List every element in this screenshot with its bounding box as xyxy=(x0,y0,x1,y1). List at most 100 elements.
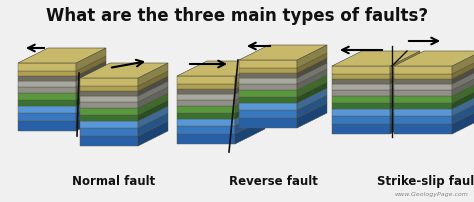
Polygon shape xyxy=(332,66,390,74)
Polygon shape xyxy=(332,51,420,66)
Polygon shape xyxy=(394,96,452,103)
Polygon shape xyxy=(390,64,420,84)
Polygon shape xyxy=(177,76,235,84)
Text: What are the three main types of faults?: What are the three main types of faults? xyxy=(46,7,428,25)
Polygon shape xyxy=(235,98,265,119)
Polygon shape xyxy=(76,106,106,131)
Polygon shape xyxy=(138,93,168,115)
Polygon shape xyxy=(18,106,76,113)
Polygon shape xyxy=(452,109,474,134)
Polygon shape xyxy=(390,81,420,103)
Polygon shape xyxy=(239,84,297,90)
Polygon shape xyxy=(332,103,390,109)
Polygon shape xyxy=(390,101,420,124)
Polygon shape xyxy=(332,96,390,103)
Polygon shape xyxy=(138,76,168,96)
Polygon shape xyxy=(332,79,390,84)
Polygon shape xyxy=(80,102,138,108)
Polygon shape xyxy=(297,95,327,118)
Polygon shape xyxy=(394,74,452,79)
Polygon shape xyxy=(138,113,168,136)
Polygon shape xyxy=(394,66,452,74)
Polygon shape xyxy=(138,106,168,128)
Polygon shape xyxy=(297,58,327,78)
Polygon shape xyxy=(18,76,76,81)
Polygon shape xyxy=(394,124,452,134)
Polygon shape xyxy=(177,119,235,126)
Polygon shape xyxy=(80,108,138,115)
Polygon shape xyxy=(332,84,390,90)
Polygon shape xyxy=(239,103,297,110)
Polygon shape xyxy=(452,64,474,84)
Polygon shape xyxy=(390,94,420,116)
Polygon shape xyxy=(80,96,138,102)
Polygon shape xyxy=(452,75,474,96)
Polygon shape xyxy=(390,75,420,96)
Polygon shape xyxy=(235,79,265,100)
Polygon shape xyxy=(297,53,327,73)
Polygon shape xyxy=(452,51,474,74)
Polygon shape xyxy=(76,78,106,100)
Polygon shape xyxy=(235,85,265,106)
Text: Normal fault: Normal fault xyxy=(73,175,155,188)
Polygon shape xyxy=(394,84,452,90)
Polygon shape xyxy=(80,136,138,146)
Polygon shape xyxy=(18,81,76,87)
Polygon shape xyxy=(177,84,235,89)
Polygon shape xyxy=(235,104,265,126)
Polygon shape xyxy=(452,94,474,116)
Polygon shape xyxy=(76,61,106,81)
Polygon shape xyxy=(18,48,106,63)
Polygon shape xyxy=(138,121,168,146)
Polygon shape xyxy=(239,78,297,84)
Text: Reverse fault: Reverse fault xyxy=(228,175,318,188)
Polygon shape xyxy=(138,81,168,102)
Polygon shape xyxy=(452,88,474,109)
Polygon shape xyxy=(138,87,168,108)
Polygon shape xyxy=(138,100,168,121)
Polygon shape xyxy=(18,87,76,93)
Polygon shape xyxy=(76,66,106,87)
Polygon shape xyxy=(80,78,138,86)
Polygon shape xyxy=(80,91,138,96)
Polygon shape xyxy=(235,74,265,94)
Polygon shape xyxy=(297,82,327,103)
Polygon shape xyxy=(239,68,297,73)
Polygon shape xyxy=(297,103,327,128)
Polygon shape xyxy=(177,61,265,76)
Polygon shape xyxy=(390,109,420,134)
Polygon shape xyxy=(235,119,265,144)
Polygon shape xyxy=(138,71,168,91)
Polygon shape xyxy=(332,74,390,79)
Polygon shape xyxy=(80,115,138,121)
Polygon shape xyxy=(297,63,327,84)
Polygon shape xyxy=(18,93,76,100)
Polygon shape xyxy=(18,113,76,121)
Polygon shape xyxy=(239,60,297,68)
Polygon shape xyxy=(239,90,297,97)
Polygon shape xyxy=(76,98,106,121)
Polygon shape xyxy=(235,61,265,84)
Text: www.GeologyPage.com: www.GeologyPage.com xyxy=(394,192,468,197)
Polygon shape xyxy=(452,59,474,79)
Polygon shape xyxy=(394,51,474,66)
Polygon shape xyxy=(390,59,420,79)
Polygon shape xyxy=(394,79,452,84)
Polygon shape xyxy=(80,128,138,136)
Polygon shape xyxy=(239,110,297,118)
Polygon shape xyxy=(239,118,297,128)
Polygon shape xyxy=(452,101,474,124)
Polygon shape xyxy=(239,45,327,60)
Polygon shape xyxy=(18,63,76,71)
Polygon shape xyxy=(452,69,474,90)
Polygon shape xyxy=(76,85,106,106)
Text: Strike-slip fault: Strike-slip fault xyxy=(376,175,474,188)
Polygon shape xyxy=(18,100,76,106)
Polygon shape xyxy=(332,90,390,96)
Polygon shape xyxy=(297,88,327,110)
Polygon shape xyxy=(332,124,390,134)
Polygon shape xyxy=(18,121,76,131)
Polygon shape xyxy=(76,56,106,76)
Polygon shape xyxy=(297,75,327,97)
Polygon shape xyxy=(177,113,235,119)
